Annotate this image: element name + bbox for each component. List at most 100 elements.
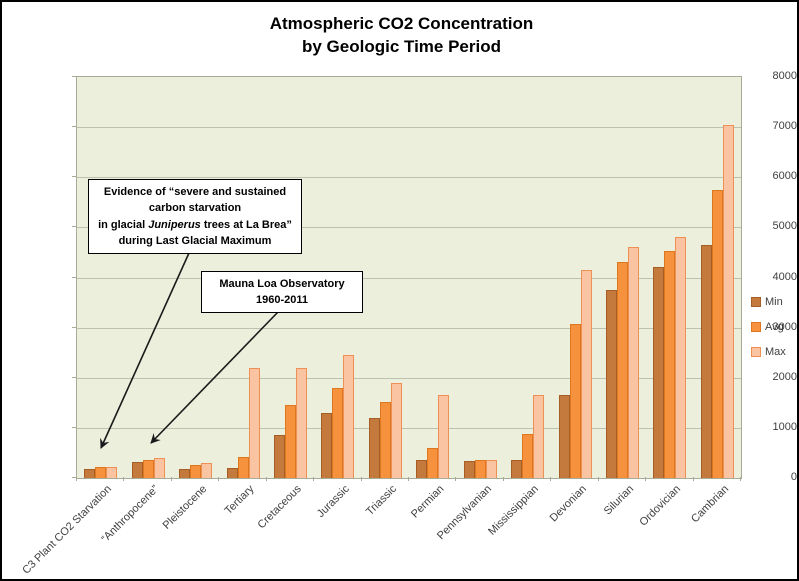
y-tick-7000 bbox=[72, 126, 76, 127]
y-tick-label-6000: 6000 bbox=[772, 170, 797, 182]
callout-la-brea-line3: in glacial Juniperus trees at La Brea” bbox=[89, 217, 301, 234]
y-tick-label-4000: 4000 bbox=[772, 271, 797, 283]
gridline-2000 bbox=[77, 378, 741, 379]
bar-min-2 bbox=[179, 469, 191, 478]
bar-max-10 bbox=[580, 270, 592, 478]
bar-max-6 bbox=[390, 383, 402, 478]
x-tick-3 bbox=[218, 477, 219, 481]
y-tick-8000 bbox=[72, 76, 76, 77]
x-tick-11 bbox=[598, 477, 599, 481]
bar-avg-13 bbox=[711, 190, 723, 478]
gridline-6000 bbox=[77, 177, 741, 178]
callout-la-brea: Evidence of “severe and sustained carbon… bbox=[88, 179, 302, 254]
y-tick-label-3000: 3000 bbox=[772, 321, 797, 333]
callout-mauna-loa-line1: Mauna Loa Observatory bbox=[219, 277, 345, 290]
bar-min-3 bbox=[226, 468, 238, 478]
bar-min-6 bbox=[368, 418, 380, 478]
bar-min-0 bbox=[84, 469, 96, 478]
callout-la-brea-line2: carbon starvation bbox=[148, 202, 242, 214]
chart-title-line1: Atmospheric CO2 Concentration bbox=[269, 14, 534, 33]
legend: Min Avg Max bbox=[751, 289, 797, 364]
x-label-5: Jurassic bbox=[314, 483, 352, 521]
bar-avg-10 bbox=[569, 324, 581, 478]
y-tick-label-8000: 8000 bbox=[772, 70, 797, 82]
x-tick-7 bbox=[408, 477, 409, 481]
x-label-9: Mississippian bbox=[486, 483, 542, 538]
legend-label-avg: Avg bbox=[765, 320, 784, 333]
x-tick-4 bbox=[266, 477, 267, 481]
legend-label-min: Min bbox=[765, 295, 783, 308]
y-tick-label-7000: 7000 bbox=[772, 120, 797, 132]
y-tick-6000 bbox=[72, 176, 76, 177]
y-tick-1000 bbox=[72, 427, 76, 428]
legend-swatch-max bbox=[751, 346, 761, 357]
bar-avg-5 bbox=[332, 388, 344, 478]
bar-avg-2 bbox=[190, 465, 202, 478]
bar-max-7 bbox=[438, 395, 450, 478]
x-tick-10 bbox=[550, 477, 551, 481]
callout-la-brea-line1: Evidence of “severe and sustained bbox=[103, 185, 287, 198]
x-tick-9 bbox=[503, 477, 504, 481]
bar-avg-6 bbox=[379, 402, 391, 478]
bar-avg-9 bbox=[522, 434, 534, 478]
bar-max-9 bbox=[533, 395, 545, 478]
x-label-3: Tertiary bbox=[222, 483, 257, 517]
bar-max-11 bbox=[627, 247, 639, 478]
bar-min-8 bbox=[463, 461, 475, 478]
bar-max-12 bbox=[675, 237, 687, 478]
y-tick-0 bbox=[72, 477, 76, 478]
x-tick-12 bbox=[645, 477, 646, 481]
bar-min-10 bbox=[558, 395, 570, 478]
x-label-6: Triassic bbox=[363, 483, 399, 518]
gridline-7000 bbox=[77, 127, 741, 128]
legend-label-max: Max bbox=[765, 345, 786, 358]
bar-max-1 bbox=[153, 458, 165, 478]
x-tick-13 bbox=[693, 477, 694, 481]
gridline-5000 bbox=[77, 227, 741, 228]
x-label-12: Ordovician bbox=[637, 483, 684, 529]
callout-la-brea-line4: during Last Glacial Maximum bbox=[118, 235, 272, 247]
bar-avg-1 bbox=[142, 460, 154, 478]
legend-item-max: Max bbox=[751, 339, 797, 364]
x-tick-14 bbox=[740, 477, 741, 481]
x-tick-8 bbox=[455, 477, 456, 481]
bar-max-3 bbox=[248, 368, 260, 478]
callout-la-brea-line3-pre: in glacial bbox=[98, 218, 149, 231]
y-tick-label-0: 0 bbox=[790, 471, 797, 483]
callout-la-brea-line3-italic: Juniperus bbox=[148, 218, 201, 231]
bar-min-11 bbox=[605, 290, 617, 478]
legend-item-avg: Avg bbox=[751, 314, 797, 339]
x-tick-6 bbox=[361, 477, 362, 481]
x-label-0: C3 Plant CO2 Starvation bbox=[20, 483, 115, 577]
bar-min-5 bbox=[321, 413, 333, 478]
legend-item-min: Min bbox=[751, 289, 797, 314]
x-label-4: Cretaceous bbox=[255, 483, 304, 532]
bar-avg-4 bbox=[284, 405, 296, 478]
x-tick-5 bbox=[313, 477, 314, 481]
x-label-11: Silurian bbox=[601, 483, 636, 518]
bar-min-4 bbox=[273, 435, 285, 478]
y-tick-3000 bbox=[72, 327, 76, 328]
bar-min-13 bbox=[700, 245, 712, 478]
bar-avg-0 bbox=[95, 467, 107, 478]
y-tick-4000 bbox=[72, 277, 76, 278]
callout-mauna-loa: Mauna Loa Observatory 1960-2011 bbox=[201, 271, 363, 313]
chart-title: Atmospheric CO2 Concentration by Geologi… bbox=[2, 12, 797, 58]
bar-max-8 bbox=[485, 460, 497, 478]
callout-mauna-loa-line2: 1960-2011 bbox=[256, 294, 308, 306]
chart-title-line2: by Geologic Time Period bbox=[301, 37, 501, 56]
gridline-1000 bbox=[77, 428, 741, 429]
bar-max-13 bbox=[722, 125, 734, 478]
bar-max-2 bbox=[201, 463, 213, 478]
y-tick-2000 bbox=[72, 377, 76, 378]
x-label-2: Pleistocene bbox=[160, 483, 210, 532]
legend-swatch-avg bbox=[751, 321, 761, 332]
y-tick-label-2000: 2000 bbox=[772, 371, 797, 383]
x-tick-2 bbox=[171, 477, 172, 481]
bar-avg-7 bbox=[427, 448, 439, 478]
bar-min-12 bbox=[653, 267, 665, 478]
x-label-13: Cambrian bbox=[688, 483, 731, 526]
gridline-3000 bbox=[77, 328, 741, 329]
bar-avg-11 bbox=[616, 262, 628, 478]
y-tick-label-5000: 5000 bbox=[772, 220, 797, 232]
